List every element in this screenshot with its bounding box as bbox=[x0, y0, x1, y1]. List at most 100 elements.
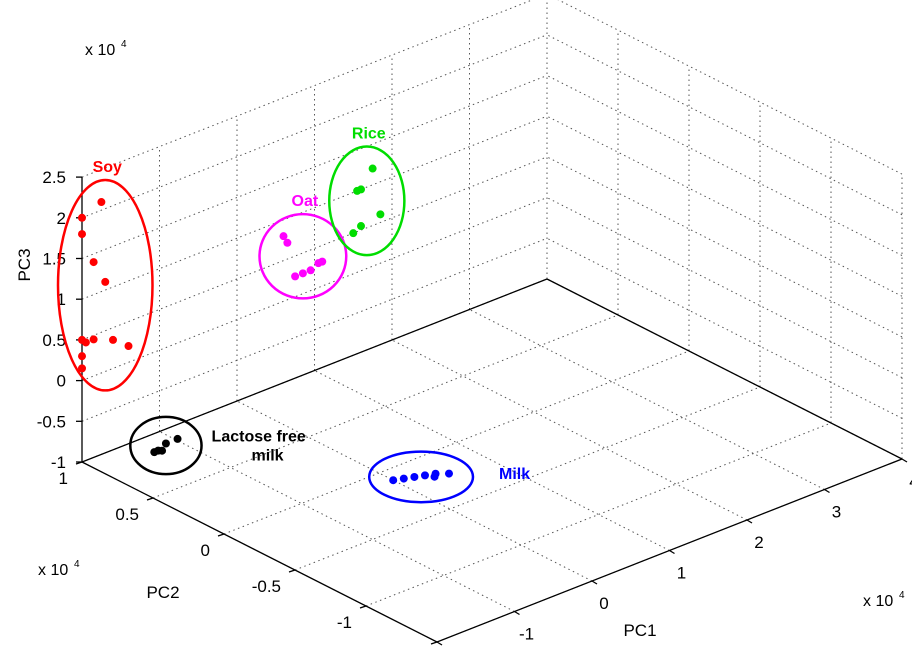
z-tick-label: -0.5 bbox=[37, 412, 66, 431]
rice-point bbox=[376, 210, 385, 219]
tick-labels: -2-101234-1.5-1-0.500.51-1-0.500.511.522… bbox=[37, 168, 912, 644]
milk-point bbox=[399, 474, 408, 483]
soy-point bbox=[101, 277, 110, 286]
rice-point bbox=[368, 164, 377, 173]
x-tick-label: 4 bbox=[909, 472, 912, 491]
x-tick-label: -1 bbox=[519, 625, 534, 644]
z-tick-label: 1 bbox=[57, 290, 66, 309]
oat-point bbox=[318, 257, 327, 266]
x-tick-mark bbox=[746, 519, 753, 524]
back-wall-grid-line bbox=[81, 197, 548, 382]
soy-ellipse bbox=[56, 178, 154, 392]
cluster-labels: Soy Oat Rice Lactose free milk Milk bbox=[93, 126, 531, 483]
y-tick-mark bbox=[217, 533, 225, 537]
milk-ellipse bbox=[367, 450, 475, 504]
svg-text:4: 4 bbox=[121, 39, 127, 50]
back-wall-grid-line bbox=[81, 115, 548, 300]
right-wall-grid-line bbox=[546, 75, 903, 256]
right-wall-grid-line bbox=[546, 115, 903, 297]
y-tick-label: 1 bbox=[59, 469, 68, 488]
right-wall-grid-line bbox=[546, 34, 903, 216]
rice-point bbox=[357, 185, 365, 194]
right-wall-grid-line bbox=[546, 156, 903, 338]
soy-point bbox=[89, 335, 98, 344]
x-tick-label: 2 bbox=[754, 533, 763, 552]
lactose-free-milk-ellipse bbox=[129, 415, 203, 476]
x-tick-label: 0 bbox=[599, 594, 608, 613]
soy-point bbox=[78, 230, 86, 239]
soy-point bbox=[109, 335, 117, 344]
svg-text:x 10: x 10 bbox=[863, 593, 893, 610]
soy-point bbox=[89, 258, 98, 267]
y-axis-label: PC2 bbox=[146, 583, 179, 602]
soy-point bbox=[124, 342, 133, 351]
rice-ellipse bbox=[328, 145, 406, 257]
svg-text:4: 4 bbox=[74, 559, 80, 570]
oat-label: Oat bbox=[292, 193, 319, 210]
y-tick-label: 0 bbox=[201, 541, 210, 560]
lactose-free-milk-point bbox=[173, 434, 182, 443]
lactose-free-milk-point bbox=[158, 446, 167, 455]
svg-text:x 10: x 10 bbox=[85, 42, 115, 59]
y-tick-mark bbox=[146, 497, 154, 501]
back-wall-grid-line bbox=[81, 156, 548, 341]
lactose-free-milk-label: Lactose free milk bbox=[212, 429, 306, 465]
milk-point bbox=[389, 476, 398, 485]
cluster-ellipses bbox=[56, 145, 475, 504]
z-tick-label: 2 bbox=[57, 209, 66, 228]
y-tick-label: 0.5 bbox=[115, 505, 139, 524]
z-tick-label: -1 bbox=[51, 453, 66, 472]
z-exponent-label: x 10 4 bbox=[85, 39, 127, 59]
y-tick-label: -1 bbox=[337, 613, 352, 632]
floor-grid-line bbox=[223, 350, 690, 535]
y-axis-line bbox=[81, 461, 438, 643]
floor-right-edge bbox=[546, 278, 903, 460]
floor-back-edge bbox=[81, 278, 548, 463]
soy-point bbox=[81, 338, 90, 347]
floor-grid-line bbox=[391, 339, 748, 521]
z-axis-label: PC3 bbox=[15, 248, 34, 281]
milk-point bbox=[444, 469, 453, 478]
right-wall-grid-line bbox=[557, 0, 903, 175]
y-tick-mark bbox=[288, 569, 296, 573]
right-wall-grid-line bbox=[546, 237, 903, 419]
y-exponent-label: x 10 4 bbox=[38, 559, 80, 579]
back-wall-grid-line bbox=[81, 75, 548, 259]
floor-grid-line bbox=[469, 309, 825, 490]
z-tick-label: 1.5 bbox=[42, 250, 66, 269]
oat-point bbox=[298, 269, 307, 278]
x-tick-mark bbox=[669, 549, 675, 555]
lactose-free-milk-point bbox=[161, 439, 170, 448]
milk-point bbox=[430, 472, 439, 481]
floor-grid-line bbox=[294, 386, 761, 571]
x-tick-mark bbox=[824, 488, 830, 494]
back-wall-grid-line bbox=[81, 34, 548, 219]
z-tick-label: 0.5 bbox=[42, 331, 66, 350]
floor-grid-line bbox=[236, 400, 593, 582]
x-tick-mark bbox=[514, 610, 520, 616]
z-tick-label: 0 bbox=[57, 372, 66, 391]
milk-point bbox=[410, 472, 419, 481]
rice-point bbox=[349, 229, 358, 238]
floor-grid-line bbox=[159, 431, 515, 612]
soy-label: Soy bbox=[93, 159, 122, 176]
svg-text:x 10: x 10 bbox=[38, 562, 68, 579]
data-points bbox=[78, 164, 453, 485]
y-tick-mark bbox=[359, 605, 367, 609]
axes bbox=[75, 176, 908, 646]
x-tick-mark bbox=[436, 641, 443, 646]
x-tick-mark bbox=[591, 580, 598, 585]
x-tick-mark bbox=[901, 458, 908, 463]
x-exponent-label: x 10 4 bbox=[863, 590, 905, 610]
x-axis-label: PC1 bbox=[623, 621, 656, 640]
y-tick-mark bbox=[430, 641, 438, 645]
back-wall-grid-line bbox=[81, 237, 548, 422]
floor-grid-line bbox=[365, 422, 832, 607]
oat-point bbox=[306, 266, 315, 275]
oat-point bbox=[279, 232, 288, 241]
milk-point bbox=[420, 471, 429, 480]
soy-point bbox=[78, 352, 86, 361]
z-tick-label: 2.5 bbox=[42, 168, 66, 187]
oat-point bbox=[283, 238, 292, 247]
